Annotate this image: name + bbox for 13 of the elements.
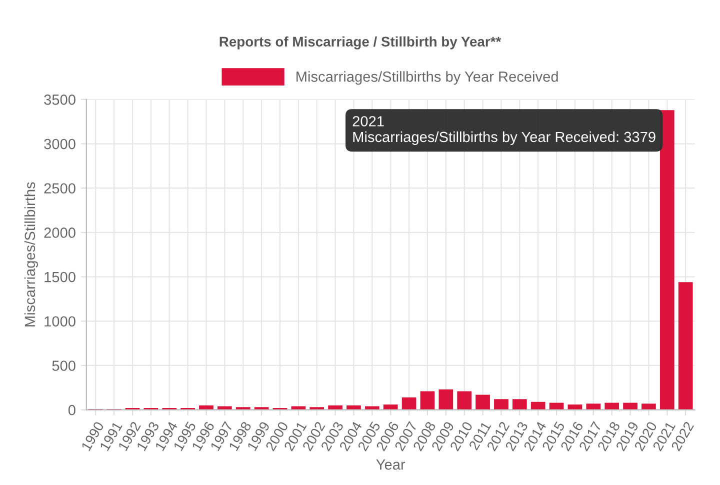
y-tick-label: 3000 xyxy=(44,138,76,150)
annotation: 2021 Miscarriages/Stillbirths by Year Received: 3379 xyxy=(352,116,656,146)
legend-label: Miscarriages/Stillbirths by Year Received xyxy=(296,71,558,85)
y-axis-title: Miscarriages/Stillbirths xyxy=(24,182,38,326)
y-tick-label: 3500 xyxy=(44,94,76,105)
y-tick-label: 0 xyxy=(68,404,76,416)
y-tick-label: 500 xyxy=(52,360,76,371)
y-tick-label: 2000 xyxy=(44,228,76,238)
y-tick-label: 1000 xyxy=(44,316,76,327)
y-tick-label: 1500 xyxy=(44,272,76,282)
chart-title: Reports of Miscarriage / Stillbirth by Year** xyxy=(220,36,502,50)
y-tick-label: 2500 xyxy=(44,183,76,194)
x-axis-title: Year xyxy=(376,460,406,470)
